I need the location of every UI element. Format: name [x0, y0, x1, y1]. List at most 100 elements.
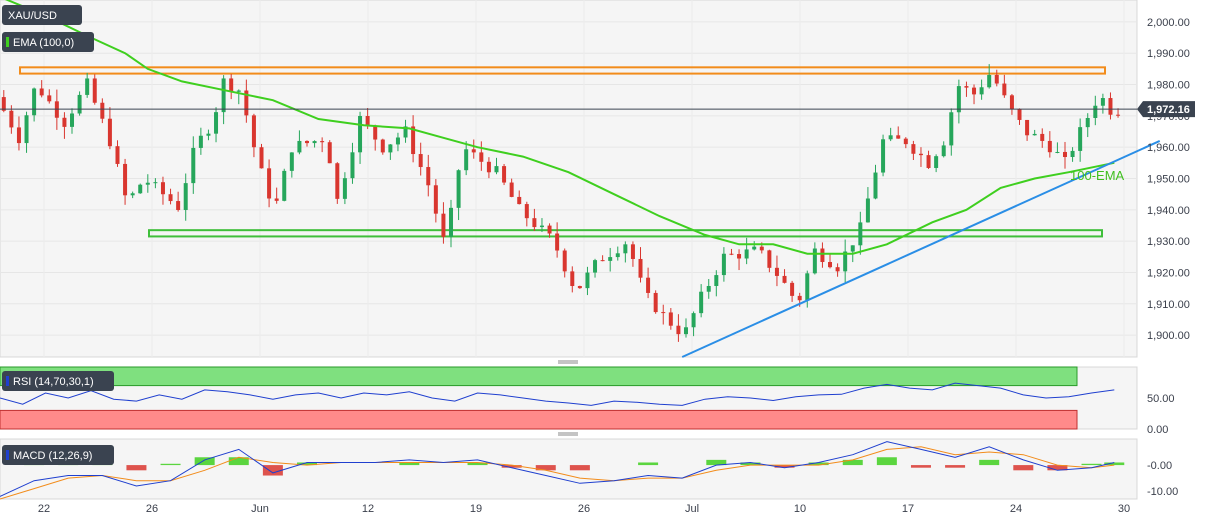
candle-body [524, 204, 529, 219]
candle-body [812, 248, 817, 274]
candle-body [236, 90, 241, 92]
candle-body [229, 78, 234, 92]
candle-body [850, 245, 855, 252]
candle-body [888, 135, 893, 140]
candle-body [805, 273, 810, 301]
candle-body [941, 145, 946, 157]
candle-body [964, 86, 969, 88]
candle-body [282, 170, 287, 201]
candle-body [555, 233, 560, 251]
macd-histogram-bar [740, 462, 761, 466]
candle-body [790, 282, 795, 296]
panel-splitter[interactable] [558, 360, 578, 364]
candle-body [615, 253, 620, 258]
candle-body [774, 267, 779, 276]
candle-body [198, 135, 203, 148]
candle-body [729, 253, 734, 255]
candle-body [987, 74, 992, 88]
candle-body [274, 198, 279, 201]
candle-body [145, 182, 150, 185]
macd-signal-line [0, 446, 1115, 500]
candle-body [547, 225, 552, 234]
candle-body [994, 74, 999, 84]
candle-body [517, 196, 522, 205]
symbol-badge[interactable]: XAU/USD [2, 5, 82, 25]
macd-histogram-bar [1013, 465, 1034, 471]
x-tick-label: 10 [794, 503, 806, 515]
macd-badge[interactable]: MACD (12,26,9) [2, 445, 114, 465]
macd-histogram-bar [1047, 465, 1068, 471]
macd-histogram-bar [535, 465, 556, 471]
candle-body [123, 163, 128, 196]
candle-body [107, 118, 112, 147]
candle-body [570, 271, 575, 287]
x-tick-label: 22 [38, 503, 50, 515]
ema-badge[interactable]: EMA (100,0) [2, 32, 94, 52]
candle-body [835, 267, 840, 272]
y-axis: 2,000.001,990.001,980.001,970.001,960.00… [1147, 17, 1190, 498]
rsi-badge[interactable]: RSI (14,70,30,1) [2, 371, 114, 391]
candle-body [865, 198, 870, 223]
macd-histogram-bar [1081, 463, 1102, 466]
macd-histogram-bar [194, 457, 215, 466]
candle-body [70, 113, 75, 127]
y-tick-label: 2,000.00 [1147, 17, 1190, 29]
candle-body [214, 112, 219, 134]
candle-body [335, 163, 340, 199]
candle-body [342, 178, 347, 199]
candle-body [1070, 150, 1075, 158]
candle-body [1047, 140, 1052, 153]
candle-body [661, 312, 666, 314]
candle-body [77, 94, 82, 114]
macd-histogram-bar [808, 462, 829, 466]
candle-body [972, 87, 977, 95]
candle-body [221, 78, 226, 113]
candle-body [267, 168, 272, 199]
candle-body [979, 87, 984, 95]
candle-body [1032, 133, 1037, 136]
candle-body [464, 149, 469, 171]
candle-body [24, 115, 29, 144]
x-axis: 22 26 Jun 12 19 26 Jul 10 17 24 30 [38, 503, 1130, 515]
rsi-overbought-zone [0, 366, 1078, 387]
candle-body [1062, 151, 1067, 158]
candle-body [1017, 109, 1022, 120]
candle-body [752, 246, 757, 250]
candle-body [593, 260, 598, 273]
candle-body [456, 170, 461, 208]
candle-body [721, 253, 726, 276]
candle-body [699, 291, 704, 314]
candle-body [350, 152, 355, 179]
candle-body [608, 257, 613, 261]
candle-body [206, 133, 211, 136]
macd-histogram-bar [262, 465, 283, 476]
candle-body [479, 152, 484, 162]
macd-panel-bg [0, 438, 1138, 500]
macd-histogram-bar [399, 462, 420, 466]
y-tick-label: 1,950.00 [1147, 174, 1190, 186]
macd-histogram-bar [706, 459, 727, 466]
ema-annotation: 100-EMA [1070, 168, 1125, 183]
candle-body [130, 193, 135, 196]
candle-body [380, 139, 385, 153]
candle-body [47, 95, 52, 102]
candle-body [706, 285, 711, 292]
candle-body [289, 152, 294, 171]
candle-body [100, 102, 105, 119]
candle-body [395, 137, 400, 145]
macd-y-tick-label: -0.00 [1147, 460, 1172, 472]
candle-body [843, 251, 848, 272]
candle-body [623, 244, 628, 254]
macd-histogram-bar [228, 457, 249, 466]
candle-body [418, 154, 423, 168]
panel-splitter[interactable] [558, 432, 578, 436]
candle-body [62, 117, 67, 127]
trendline [681, 140, 1161, 358]
macd-histogram-bar [910, 465, 931, 468]
macd-histogram-bar [842, 459, 863, 466]
macd-histogram-bar [501, 465, 522, 468]
candle-body [16, 127, 21, 144]
y-tick-label: 1,920.00 [1147, 267, 1190, 279]
